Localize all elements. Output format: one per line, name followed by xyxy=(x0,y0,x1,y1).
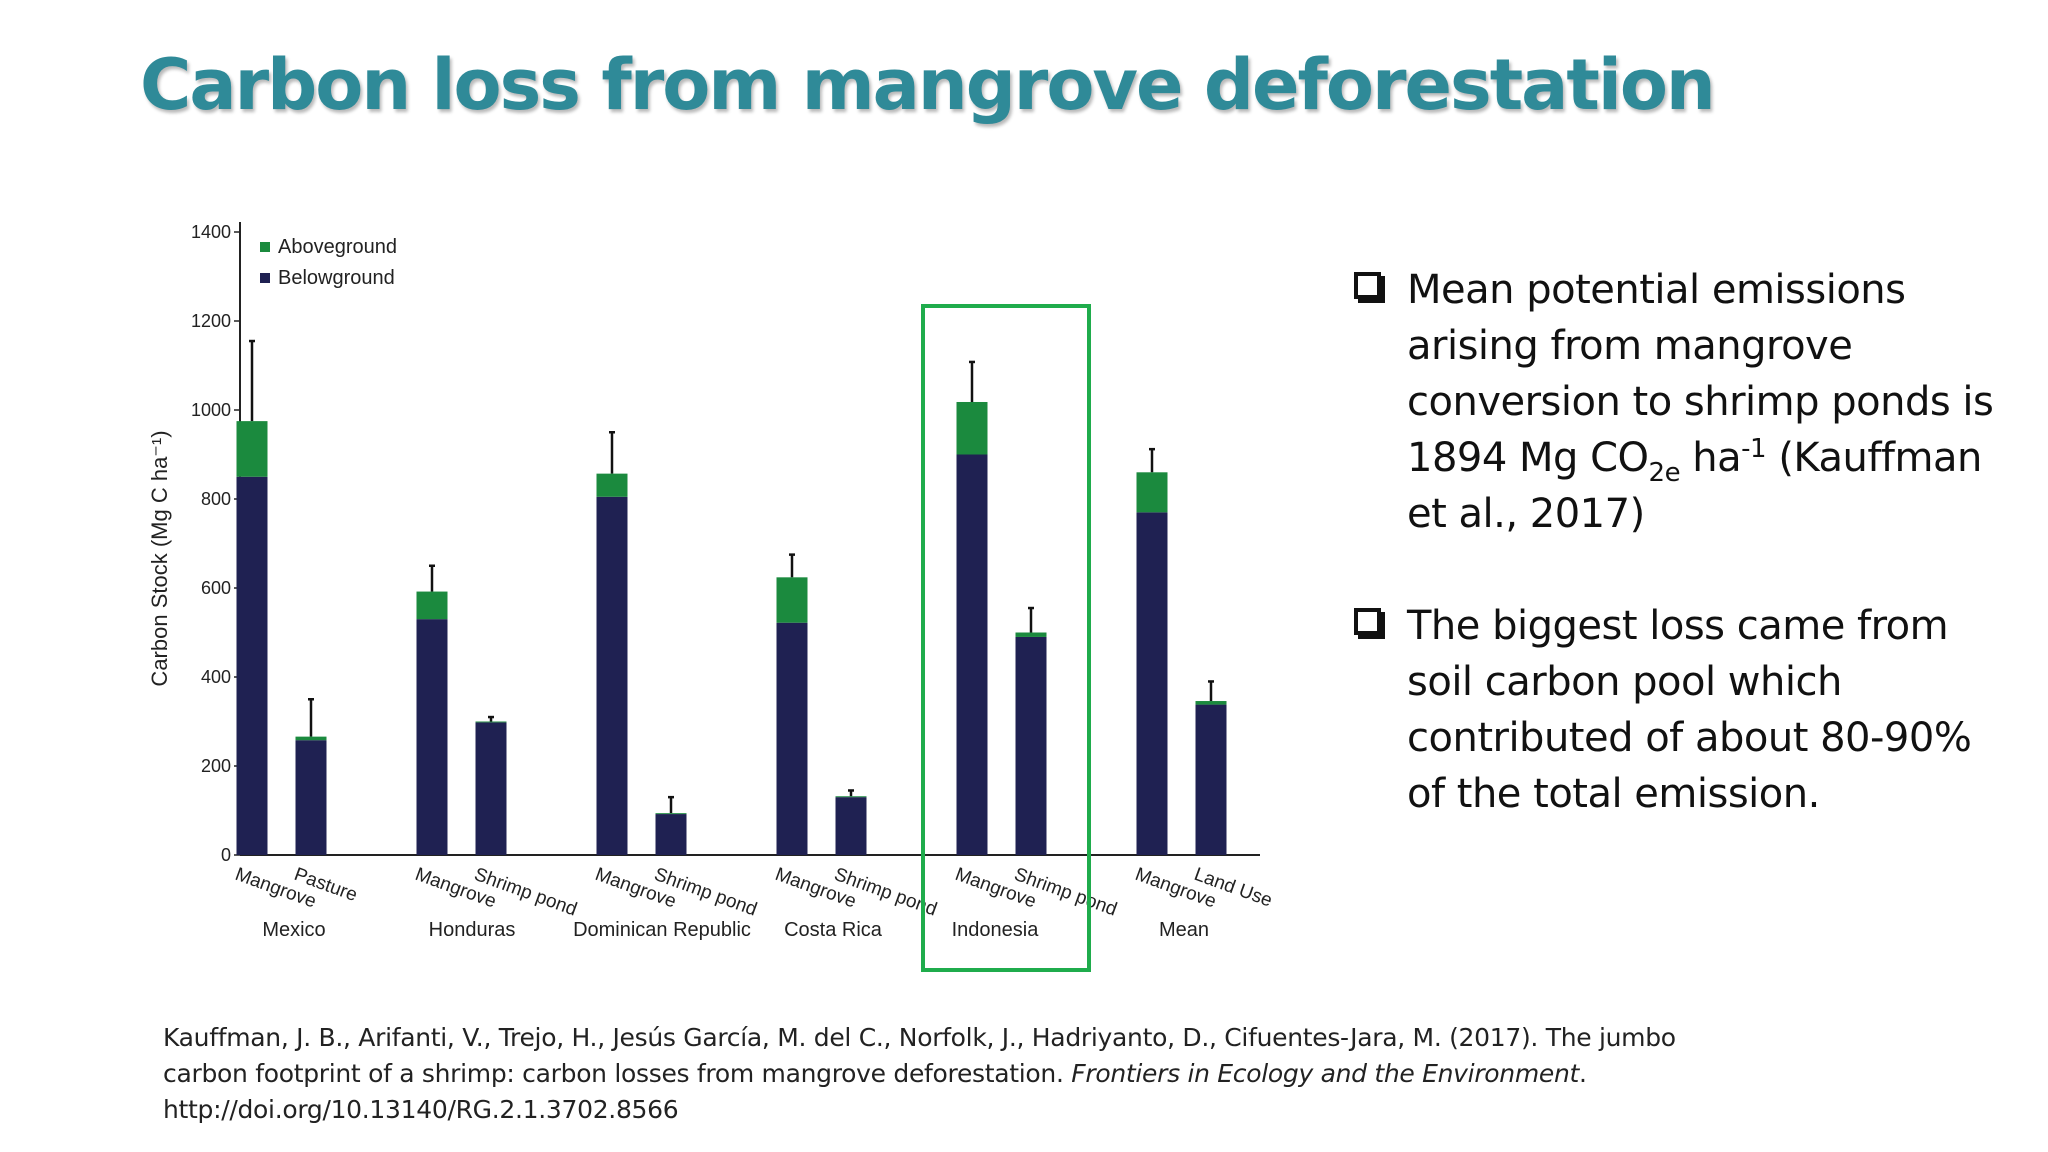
bar-belowground xyxy=(236,476,268,855)
bar-belowground xyxy=(295,740,327,855)
reference-citation: Kauffman, J. B., Arifanti, V., Trejo, H.… xyxy=(163,1023,1676,1124)
reference-authors: Kauffman, J. B., Arifanti, V., Trejo, H.… xyxy=(163,1023,1676,1088)
bar-belowground xyxy=(1136,512,1168,855)
bar-aboveground xyxy=(655,813,687,815)
group-label: Honduras xyxy=(429,919,516,941)
y-tick-label: 1400 xyxy=(191,222,231,242)
bar-aboveground xyxy=(835,796,867,798)
group-label: Costa Rica xyxy=(784,919,883,941)
bar-belowground xyxy=(1015,636,1047,855)
checkbox-bullet-icon xyxy=(1354,608,1381,635)
group-label: Mexico xyxy=(262,919,325,941)
bullet-item-emissions: Mean potential emissions arising from ma… xyxy=(1350,262,2020,542)
bar-belowground xyxy=(835,797,867,855)
stacked-bar-chart: 0 200 400 600 800 1000 1200 1400 Carbon Stock (M… xyxy=(147,222,1275,972)
bar-aboveground xyxy=(295,736,327,741)
bar-belowground xyxy=(655,814,687,855)
bar-aboveground xyxy=(475,721,507,723)
legend-swatch xyxy=(260,273,270,283)
bar-belowground xyxy=(776,622,808,855)
bar-belowground xyxy=(596,496,628,855)
group-label: Dominican Republic xyxy=(573,919,751,941)
bar-belowground xyxy=(475,722,507,855)
highlight-box xyxy=(921,304,1091,972)
bullet-text-soil-loss: The biggest loss came from soil carbon p… xyxy=(1407,603,1972,817)
checkbox-bullet-icon xyxy=(1354,272,1381,299)
y-tick-label: 600 xyxy=(201,578,231,598)
y-axis-title: Carbon Stock (Mg C ha⁻¹) xyxy=(147,430,172,686)
y-tick-label: 1000 xyxy=(191,400,231,420)
bar-aboveground xyxy=(956,401,988,455)
y-tick-label: 800 xyxy=(201,489,231,509)
bullet-item-soil-loss: The biggest loss came from soil carbon p… xyxy=(1350,598,2020,822)
bar-aboveground xyxy=(596,473,628,497)
y-tick-label: 0 xyxy=(221,845,231,865)
y-tick-label: 400 xyxy=(201,667,231,687)
bar-aboveground xyxy=(1195,701,1227,705)
slide-title: Carbon loss from mangrove deforestation xyxy=(140,44,1716,126)
y-tick-label: 1200 xyxy=(191,311,231,331)
bullet-list: Mean potential emissions arising from ma… xyxy=(1350,262,2020,878)
bar-belowground xyxy=(1195,704,1227,855)
group-label: Mean xyxy=(1159,919,1209,941)
bar-belowground xyxy=(956,454,988,855)
bar-aboveground xyxy=(416,591,448,620)
bar-aboveground xyxy=(1136,472,1168,513)
bar-belowground xyxy=(416,619,448,855)
reference-journal: Frontiers in Ecology and the Environment xyxy=(1071,1059,1580,1088)
bullet-text-emissions: Mean potential emissions arising from ma… xyxy=(1407,267,1994,537)
legend-label: Aboveground xyxy=(278,236,397,258)
reference-doi: http://doi.org/10.13140/RG.2.1.3702.8566 xyxy=(163,1095,679,1124)
y-tick-label: 200 xyxy=(201,756,231,776)
bar-aboveground xyxy=(1015,632,1047,637)
bar-aboveground xyxy=(236,421,268,477)
legend-swatch xyxy=(260,242,270,252)
legend-label: Belowground xyxy=(278,267,395,289)
bar-aboveground xyxy=(776,577,808,623)
group-label: Indonesia xyxy=(952,919,1040,941)
